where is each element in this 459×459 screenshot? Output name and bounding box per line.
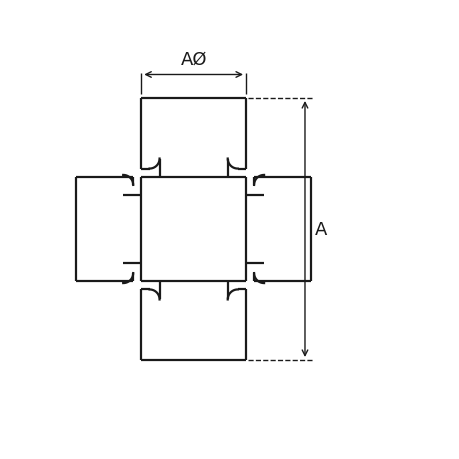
Text: A: A xyxy=(314,220,327,239)
Text: AØ: AØ xyxy=(180,50,207,68)
